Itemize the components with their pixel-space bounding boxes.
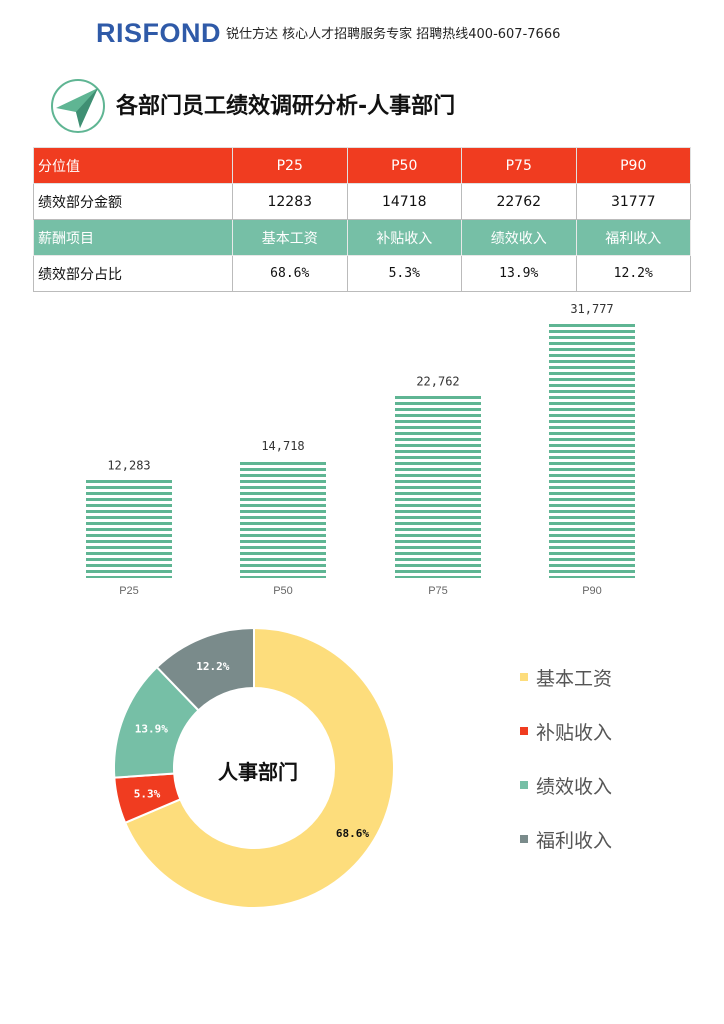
percentile-table: 分位值 P25 P50 P75 P90 绩效部分金额 12283 14718 2…	[33, 147, 691, 292]
percentile-bar-chart: 12,283 P25 14,718 P50 22,762 P75 31,777 P90	[86, 302, 635, 597]
table-cell: 14718	[346, 183, 462, 220]
donut-legend: 基本工资 补贴收入 绩效收入 福利收入	[520, 650, 612, 866]
legend-label: 补贴收入	[536, 721, 613, 744]
legend-item: 补贴收入	[520, 704, 612, 758]
table-cell: 基本工资	[232, 219, 348, 256]
bar	[240, 459, 326, 578]
legend-swatch	[520, 727, 528, 735]
legend-swatch	[520, 673, 528, 681]
slice-data-label: 5.3%	[134, 788, 161, 801]
compass-arrow-icon	[51, 79, 105, 133]
table-cell: P75	[461, 147, 577, 184]
legend-item: 基本工资	[520, 650, 612, 704]
table-cell: 13.9%	[461, 255, 577, 292]
table-cell: 分位值	[33, 147, 233, 184]
table-row: 绩效部分金额 12283 14718 22762 31777	[33, 183, 691, 220]
x-tick-label: P25	[119, 585, 139, 597]
table-cell: 补贴收入	[346, 219, 462, 256]
brand-logo: RISFOND	[96, 18, 221, 48]
table-cell: P50	[346, 147, 462, 184]
bar-data-label: 22,762	[416, 374, 459, 388]
table-cell: 22762	[461, 183, 577, 220]
bar-data-label: 14,718	[261, 439, 304, 453]
table-cell: 12.2%	[575, 255, 691, 292]
slice-data-label: 12.2%	[196, 660, 229, 673]
x-tick-label: P75	[428, 585, 448, 597]
header-tagline: 锐仕方达 核心人才招聘服务专家 招聘热线400-607-7666	[226, 27, 561, 42]
table-cell: 5.3%	[346, 255, 462, 292]
table-cell: 68.6%	[232, 255, 348, 292]
legend-label: 绩效收入	[536, 775, 613, 798]
donut-slice	[155, 626, 255, 712]
slice-data-label: 68.6%	[336, 827, 369, 840]
donut-slice	[113, 665, 200, 779]
bar-data-label: 31,777	[570, 302, 613, 316]
x-tick-label: P50	[273, 585, 293, 597]
table-row: 分位值 P25 P50 P75 P90	[33, 147, 691, 184]
page-header: RISFOND 锐仕方达 核心人才招聘服务专家 招聘热线400-607-7666	[0, 0, 724, 60]
table-cell: 绩效收入	[461, 219, 577, 256]
slice-data-label: 13.9%	[135, 722, 168, 735]
donut-center-label: 人事部门	[218, 760, 298, 784]
table-cell: P25	[232, 147, 348, 184]
table-row: 绩效部分占比 68.6% 5.3% 13.9% 12.2%	[33, 255, 691, 292]
legend-item: 绩效收入	[520, 758, 612, 812]
table-row: 薪酬项目 基本工资 补贴收入 绩效收入 福利收入	[33, 219, 691, 256]
donut-slice	[113, 772, 182, 825]
legend-swatch	[520, 835, 528, 843]
page-title: 各部门员工绩效调研分析-人事部门	[116, 94, 456, 119]
legend-label: 基本工资	[536, 667, 613, 690]
legend-item: 福利收入	[520, 812, 612, 866]
legend-swatch	[520, 781, 528, 789]
x-tick-label: P90	[582, 585, 602, 597]
bar	[86, 479, 172, 578]
table-cell: P90	[575, 147, 691, 184]
table-cell: 绩效部分金额	[33, 183, 233, 220]
bar-data-label: 12,283	[107, 458, 150, 472]
table-cell: 绩效部分占比	[33, 255, 233, 292]
table-cell: 薪酬项目	[33, 219, 233, 256]
bar	[549, 323, 635, 578]
bar	[395, 395, 481, 578]
table-cell: 31777	[575, 183, 691, 220]
legend-label: 福利收入	[536, 829, 613, 852]
donut-slice	[123, 626, 395, 909]
